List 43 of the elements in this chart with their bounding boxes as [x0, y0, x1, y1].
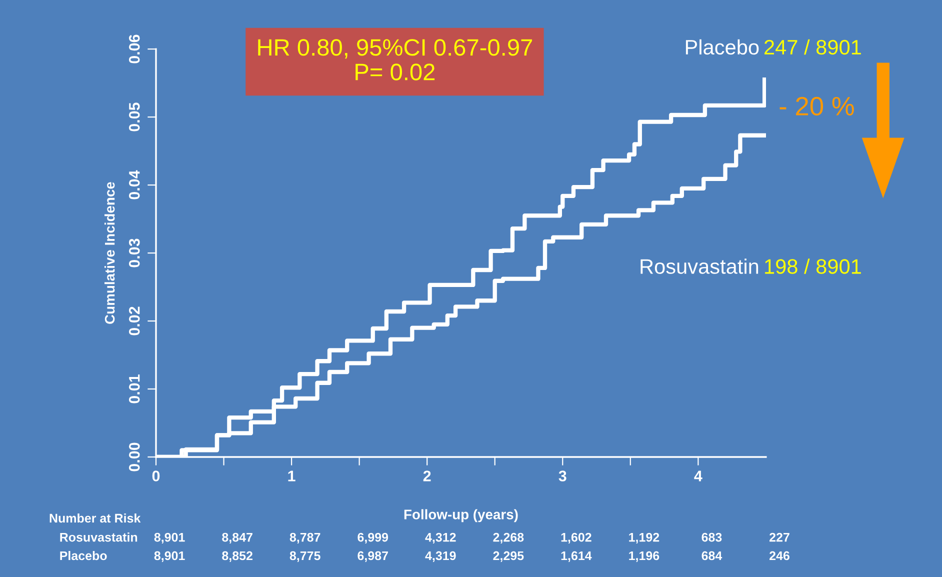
x-tick-label: 4 — [694, 470, 702, 482]
text: Number at Risk — [50, 513, 141, 523]
text: 8,775 — [290, 551, 320, 562]
text: 2,295 — [493, 551, 524, 562]
text: 2,268 — [493, 532, 524, 544]
text: 1,196 — [629, 551, 660, 562]
text: 8,901 — [154, 551, 185, 562]
annotation: HR 0.80, 95%CI 0.67-0.97 P= 0.02 — [258, 39, 532, 80]
text: 8,901 — [154, 532, 185, 544]
x-tick-label: 3 — [558, 470, 566, 482]
text: 6,987 — [358, 551, 388, 562]
text: 4,312 — [425, 532, 456, 544]
x-tick-label: 0 — [152, 470, 160, 482]
x-tick-label: 2 — [423, 470, 431, 482]
x-tick-label: 1 — [288, 470, 296, 482]
text: 684 — [702, 551, 722, 560]
y-tick-label: 0.04 — [128, 170, 140, 200]
text: Placebo — [60, 550, 107, 560]
text: 1,614 — [561, 551, 592, 562]
text: 683 — [702, 532, 722, 542]
text: 6,999 — [358, 532, 388, 544]
text: 227 — [770, 532, 790, 542]
text: Rosuvastatin — [60, 532, 138, 542]
y-tick-label: 0.01 — [128, 374, 140, 404]
text: - 20 % — [780, 96, 854, 116]
y-tick-label: 0.02 — [128, 306, 140, 336]
y-axis-title: Cumulative Incidence — [104, 182, 115, 324]
text: 1,192 — [629, 532, 660, 544]
text: 8,852 — [222, 551, 252, 562]
annotation: 247 / 8901 — [764, 39, 861, 55]
x-axis-title: Follow-up (years) — [404, 509, 518, 522]
y-tick-label: 0.06 — [128, 34, 140, 64]
y-tick-label: 0.05 — [128, 102, 140, 132]
text: 8,787 — [290, 532, 320, 544]
y-tick-label: 0.00 — [128, 442, 140, 472]
text: Rosuvastatin — [640, 258, 758, 274]
text: 246 — [770, 551, 790, 560]
text: 4,319 — [425, 551, 456, 562]
text: 8,847 — [222, 532, 252, 544]
series-label: Placebo — [686, 39, 759, 55]
annotation: 198 / 8901 — [765, 258, 861, 274]
y-tick-label: 0.03 — [128, 238, 140, 268]
text: 1,602 — [561, 532, 592, 544]
